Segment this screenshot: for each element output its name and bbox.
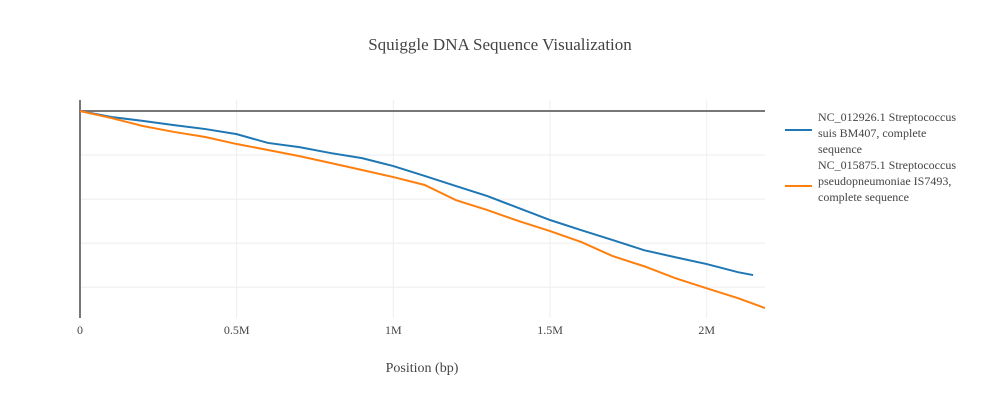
x-tick-label: 0 xyxy=(77,323,83,337)
legend-entry[interactable]: NC_012926.1 Streptococcus suis BM407, co… xyxy=(818,110,956,156)
x-tick-label: 1M xyxy=(385,323,402,337)
chart-title: Squiggle DNA Sequence Visualization xyxy=(368,35,632,54)
series-line xyxy=(79,110,754,277)
legend-entry[interactable]: NC_015875.1 Streptococcus pseudopneumoni… xyxy=(818,158,956,204)
x-tick-label: 1.5M xyxy=(537,323,563,337)
series-line xyxy=(79,110,766,310)
x-tick-label: 2M xyxy=(698,323,715,337)
x-axis-title: Position (bp) xyxy=(386,361,459,376)
x-tick-label: 0.5M xyxy=(224,323,250,337)
